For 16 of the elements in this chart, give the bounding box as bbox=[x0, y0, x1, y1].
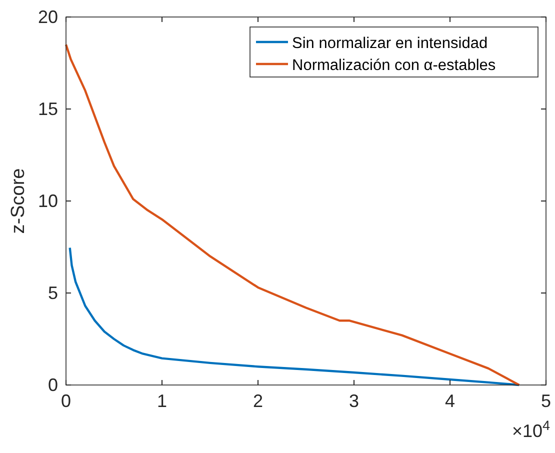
y-tick-label: 10 bbox=[38, 191, 58, 211]
x-tick-label: 0 bbox=[60, 391, 72, 411]
x-tick-label: 2 bbox=[252, 391, 264, 411]
y-tick-label: 20 bbox=[38, 7, 58, 27]
y-axis-title: z-Score bbox=[8, 168, 29, 234]
y-tick-label: 15 bbox=[38, 99, 58, 119]
x-tick-label: 3 bbox=[348, 391, 360, 411]
y-tick-label: 0 bbox=[48, 375, 58, 395]
legend-label: Sin normalizar en intensidad bbox=[292, 35, 488, 52]
x-tick-label: 4 bbox=[444, 391, 456, 411]
x-tick-label: 5 bbox=[540, 391, 552, 411]
y-tick-label: 5 bbox=[48, 283, 58, 303]
legend-label: Normalización con α-estables bbox=[292, 57, 496, 74]
x-tick-label: 1 bbox=[156, 391, 168, 411]
text: ×10$^{4}$ bbox=[512, 418, 550, 441]
line-series bbox=[68, 246, 520, 386]
